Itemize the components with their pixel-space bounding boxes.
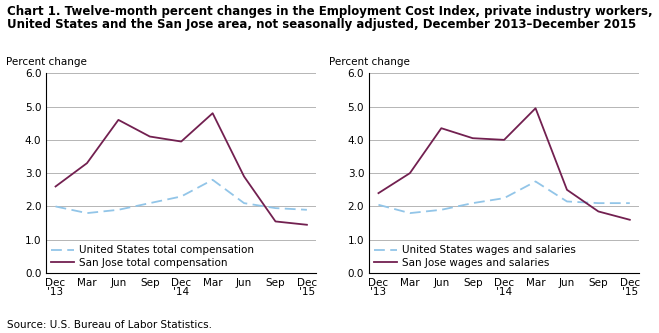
Text: Percent change: Percent change (329, 57, 409, 67)
Text: Percent change: Percent change (6, 57, 86, 67)
Legend: United States wages and salaries, San Jose wages and salaries: United States wages and salaries, San Jo… (374, 245, 576, 268)
Legend: United States total compensation, San Jose total compensation: United States total compensation, San Jo… (51, 245, 254, 268)
Text: Chart 1. Twelve-month percent changes in the Employment Cost Index, private indu: Chart 1. Twelve-month percent changes in… (7, 5, 652, 18)
Text: United States and the San Jose area, not seasonally adjusted, December 2013–Dece: United States and the San Jose area, not… (7, 18, 636, 31)
Text: Source: U.S. Bureau of Labor Statistics.: Source: U.S. Bureau of Labor Statistics. (7, 320, 212, 330)
